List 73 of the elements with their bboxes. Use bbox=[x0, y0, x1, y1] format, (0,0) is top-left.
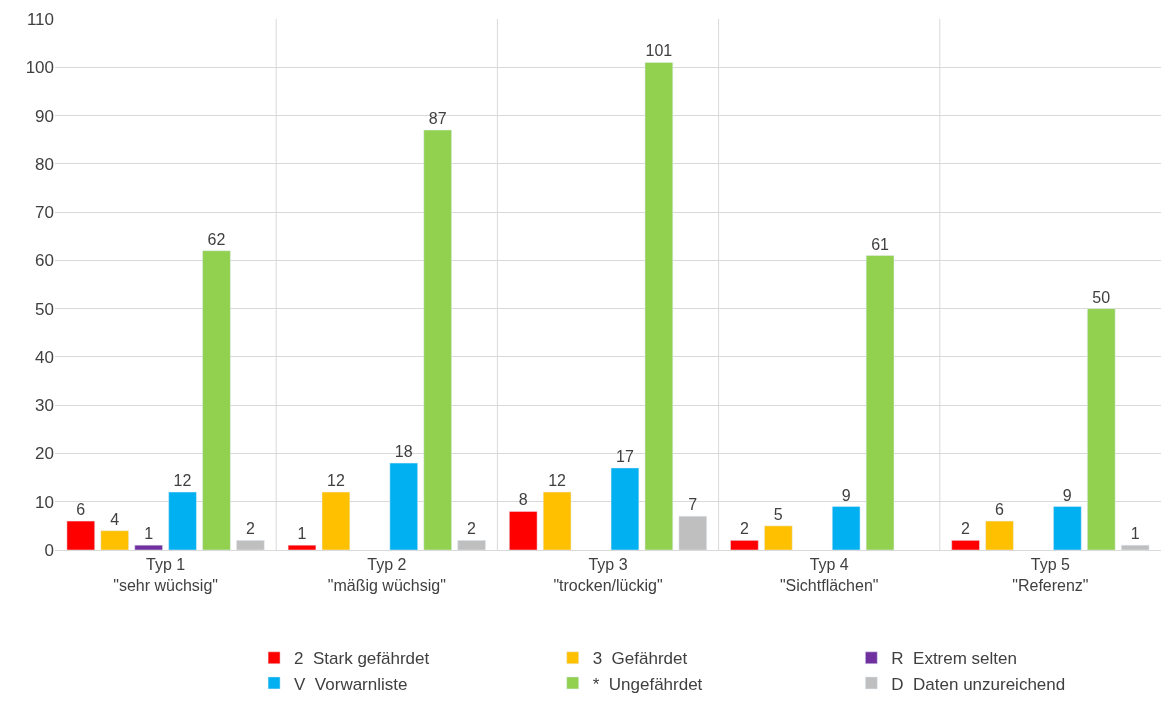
y-tick-label: 110 bbox=[26, 9, 54, 29]
y-tick-label: 70 bbox=[35, 203, 54, 223]
data-label: 9 bbox=[1062, 486, 1072, 504]
bar bbox=[321, 491, 351, 550]
data-label: 8 bbox=[518, 491, 528, 509]
bar bbox=[951, 540, 980, 550]
data-label: 7 bbox=[688, 496, 698, 514]
bar bbox=[457, 540, 486, 550]
data-label: 50 bbox=[1092, 288, 1111, 306]
bar bbox=[168, 491, 197, 550]
bar bbox=[1087, 308, 1116, 550]
data-label: 1 bbox=[1130, 525, 1140, 543]
bar bbox=[865, 255, 895, 550]
x-tick-label: Typ 5 "Referenz" bbox=[1012, 556, 1089, 594]
y-tick-label: 20 bbox=[35, 444, 54, 464]
bar bbox=[236, 540, 265, 550]
legend-label: R Extrem selten bbox=[891, 649, 1017, 669]
data-label: 1 bbox=[144, 525, 154, 543]
data-label: 2 bbox=[961, 520, 971, 538]
bar bbox=[678, 515, 707, 550]
y-tick-label: 10 bbox=[35, 492, 54, 512]
bar bbox=[644, 62, 674, 550]
data-label: 6 bbox=[995, 501, 1005, 519]
legend-label: D Daten unzureichend bbox=[891, 674, 1066, 694]
data-label: 2 bbox=[467, 520, 477, 538]
data-label: 12 bbox=[326, 472, 345, 490]
bar bbox=[542, 491, 572, 550]
legend-label: 3 Gefährdet bbox=[592, 649, 688, 669]
bar bbox=[985, 520, 1014, 550]
data-label: 1 bbox=[297, 525, 307, 543]
data-label: 17 bbox=[616, 447, 634, 465]
bar bbox=[100, 530, 129, 550]
bar bbox=[764, 525, 793, 550]
data-label: 12 bbox=[548, 472, 567, 490]
bar bbox=[134, 544, 163, 550]
y-tick-label: 60 bbox=[35, 251, 54, 271]
data-label: 2 bbox=[245, 520, 255, 538]
data-label: 9 bbox=[841, 486, 851, 504]
y-tick-label: 90 bbox=[35, 106, 54, 126]
y-tick-label: 0 bbox=[44, 540, 54, 560]
legend-label: * Ungefährdet bbox=[592, 674, 703, 694]
data-label: 61 bbox=[871, 235, 890, 253]
bar bbox=[610, 467, 640, 550]
data-label: 101 bbox=[645, 42, 673, 60]
data-label: 4 bbox=[110, 510, 120, 528]
x-tick-label: Typ 2 "mäßig wüchsig" bbox=[327, 556, 446, 594]
bar bbox=[202, 250, 231, 550]
x-tick-label: Typ 3 "trocken/lückig" bbox=[553, 556, 663, 594]
data-label: 5 bbox=[773, 505, 783, 523]
bar bbox=[730, 540, 759, 550]
bar bbox=[66, 520, 95, 550]
bar bbox=[1053, 506, 1082, 550]
y-tick-label: 40 bbox=[35, 347, 54, 367]
bar bbox=[423, 129, 452, 550]
data-label: 62 bbox=[207, 230, 226, 248]
x-tick-label: Typ 1 "sehr wüchsig" bbox=[113, 556, 218, 594]
bar bbox=[389, 462, 418, 550]
data-label: 6 bbox=[76, 501, 86, 519]
legend-label: 2 Stark gefährdet bbox=[294, 649, 430, 669]
y-tick-label: 80 bbox=[35, 154, 54, 174]
data-label: 18 bbox=[394, 443, 413, 461]
bar bbox=[509, 511, 538, 550]
data-label: 87 bbox=[428, 110, 447, 128]
x-tick-label: Typ 4 "Sichtflächen" bbox=[779, 556, 879, 594]
data-label: 12 bbox=[173, 472, 192, 490]
y-tick-label: 50 bbox=[35, 299, 54, 319]
bar bbox=[1121, 544, 1150, 550]
data-label: 2 bbox=[739, 520, 749, 538]
y-tick-label: 100 bbox=[25, 58, 54, 78]
legend-label: V Vorwarnliste bbox=[294, 674, 408, 694]
bar bbox=[832, 506, 861, 550]
bar bbox=[287, 544, 317, 550]
y-tick-label: 30 bbox=[35, 396, 54, 416]
